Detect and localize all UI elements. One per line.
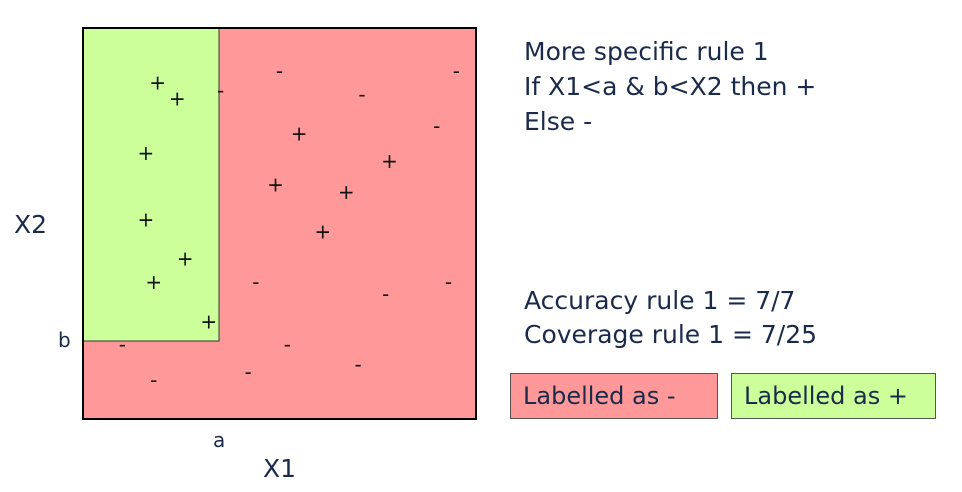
positive-point: + [200,309,217,333]
positive-point: + [145,270,162,294]
positive-point: + [137,208,154,232]
positive-point: + [267,172,284,196]
positive-point: + [149,71,166,95]
negative-point: - [119,333,126,357]
x-axis-label: X1 [263,454,297,483]
negative-point: - [244,360,251,384]
rule-condition: If X1<a & b<X2 then + [524,72,817,101]
y-threshold-label: b [58,328,71,352]
positive-point: + [177,247,194,271]
y-axis-label: X2 [14,210,48,239]
negative-point: - [217,79,224,103]
negative-point: - [445,270,452,294]
negative-point: - [252,270,259,294]
negative-point: - [453,59,460,83]
positive-point: + [291,122,308,146]
positive-point: + [381,149,398,173]
accuracy-metric: Accuracy rule 1 = 7/7 [524,286,796,315]
negative-point: - [382,282,389,306]
rule-else: Else - [524,107,593,136]
positive-point: + [169,86,186,110]
plot-frame [82,27,477,420]
negative-point: - [358,82,365,106]
coverage-metric: Coverage rule 1 = 7/25 [524,320,818,349]
negative-point: - [276,59,283,83]
negative-point: - [354,352,361,376]
legend-positive: Labelled as + [731,373,936,419]
positive-point: + [314,219,331,243]
negative-point: - [433,114,440,138]
data-points: +++++++-----+++ ++- - -- --- - [119,59,460,392]
positive-point: + [137,141,154,165]
negative-point: - [284,333,291,357]
negative-point: - [150,368,157,392]
positive-point: + [338,180,355,204]
positive-region [82,27,220,342]
x-threshold-label: a [213,428,226,452]
rule-title: More specific rule 1 [524,37,769,66]
legend-negative: Labelled as - [510,373,718,419]
